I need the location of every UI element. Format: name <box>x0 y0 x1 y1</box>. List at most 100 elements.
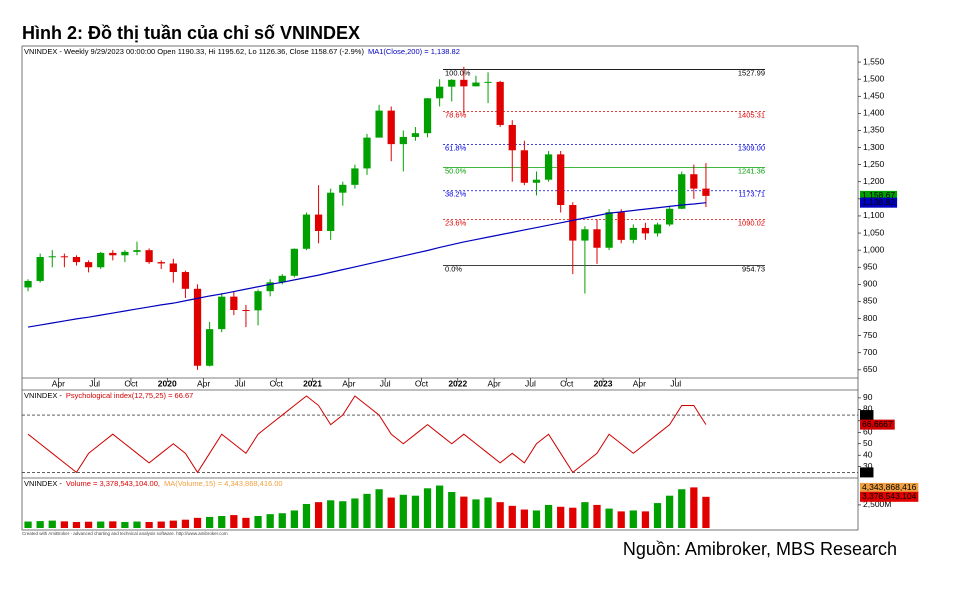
y-tick-label: 80 <box>863 404 873 414</box>
volume-bar <box>351 498 359 528</box>
candle-body <box>145 250 153 263</box>
y-tick-label: 1,000 <box>863 244 885 254</box>
candle-body <box>448 79 456 87</box>
candle-body <box>327 192 335 231</box>
volume-bar <box>472 499 480 528</box>
source: Nguồn: Amibroker, MBS Research <box>623 539 897 559</box>
volume-bar <box>508 505 516 528</box>
x-tick-label: 2023 <box>594 378 613 388</box>
fib-value: 954.73 <box>742 265 765 274</box>
candle-body <box>581 229 589 241</box>
candle-body <box>508 124 516 151</box>
volume-bar <box>169 520 177 528</box>
volume-bar <box>666 495 674 528</box>
price-tag-box <box>860 197 898 208</box>
candle-body <box>351 168 359 185</box>
panel-header: MA1(Close,200) = 1,138.82 <box>368 47 460 56</box>
candle-body <box>653 224 662 234</box>
x-tick-label: Apr <box>487 378 500 388</box>
band-tag-box <box>860 467 874 478</box>
volume-bar <box>593 504 601 528</box>
volume-bar <box>460 496 468 528</box>
band-tag-box <box>860 410 874 421</box>
panel-header: VNINDEX - Weekly 9/29/2023 00:00:00 Open… <box>24 47 364 56</box>
volume-bar <box>399 494 407 528</box>
y-tick-label: 1,300 <box>863 142 885 152</box>
x-tick-label: Apr <box>342 378 355 388</box>
band-tag: 25 <box>862 467 872 477</box>
candle-body <box>60 256 68 258</box>
candle-body <box>218 296 226 330</box>
y-tick-label: 1,250 <box>863 159 885 169</box>
volume-bar <box>678 489 686 528</box>
fib-level: 78.6% <box>445 111 467 120</box>
y-tick-label: 1,500 <box>863 73 885 83</box>
candle-body <box>181 272 190 289</box>
x-tick-label: Oct <box>560 378 574 388</box>
x-tick-label: Oct <box>270 378 284 388</box>
y-tick-label: 950 <box>863 261 877 271</box>
candle-body <box>84 262 93 268</box>
candle-body <box>629 227 637 240</box>
panel-header: Volume = 3,378,543,104.00, <box>66 479 160 488</box>
fib-level: 61.8% <box>445 143 467 152</box>
candle-body <box>278 275 286 283</box>
candle-body <box>532 179 541 183</box>
volume-bar <box>436 485 444 528</box>
volume-bar <box>266 514 274 528</box>
candle-body <box>399 136 407 145</box>
candle-body <box>363 137 371 169</box>
candle-body <box>339 184 347 193</box>
volume-bar <box>339 501 347 528</box>
candle-body <box>605 212 613 248</box>
candle-body <box>460 79 468 87</box>
volume-bar <box>641 511 650 528</box>
y-tick-label: 1,550 <box>863 56 885 66</box>
volume-bar <box>387 497 395 528</box>
candle-body <box>690 174 698 189</box>
y-tick-label: 1,100 <box>863 210 885 220</box>
candle-body <box>302 214 311 249</box>
volume-bar <box>109 521 117 528</box>
candle-body <box>617 212 625 240</box>
y-tick-label: 800 <box>863 313 877 323</box>
candle-body <box>641 227 650 234</box>
y-tick-label: 1,450 <box>863 90 885 100</box>
y-tick-label: 650 <box>863 364 877 374</box>
x-tick-label: Oct <box>124 378 138 388</box>
volume-bar <box>557 506 565 528</box>
y-tick-label: 90 <box>863 392 873 402</box>
volume-bar <box>690 487 698 528</box>
volume-bar <box>157 521 165 528</box>
y-tick-label: 850 <box>863 296 877 306</box>
volume-bar <box>133 521 141 528</box>
volume-bar <box>484 497 492 528</box>
volume-tag: 3,378,543,104 <box>862 491 917 501</box>
volume-bar <box>617 511 625 528</box>
volume-bar <box>302 504 311 528</box>
fib-level: 0.0% <box>445 265 462 274</box>
fib-value: 1527.99 <box>738 69 765 78</box>
volume-bar <box>230 515 238 528</box>
fib-value: 1405.31 <box>738 111 765 120</box>
fib-value: 1241.36 <box>738 167 765 176</box>
y-tick-label: 1,400 <box>863 108 885 118</box>
volume-bar <box>97 521 105 528</box>
panel-header: VNINDEX - <box>24 479 62 488</box>
candle-body <box>133 250 141 252</box>
volume-bar <box>193 517 202 528</box>
panel-header: VNINDEX - <box>24 391 62 400</box>
candle-body <box>206 329 214 366</box>
candle-body <box>496 81 504 125</box>
volume-bar <box>24 521 32 528</box>
x-tick-label: Apr <box>633 378 646 388</box>
candle-body <box>193 288 202 366</box>
candle-body <box>375 110 383 138</box>
candle-body <box>557 154 565 206</box>
price-tag: 1,138.82 <box>862 197 895 207</box>
candle-body <box>436 86 444 99</box>
fib-value: 1090.02 <box>738 218 765 227</box>
volume-bar <box>278 513 286 528</box>
x-tick-label: 2020 <box>158 378 177 388</box>
volume-bar <box>629 510 637 528</box>
